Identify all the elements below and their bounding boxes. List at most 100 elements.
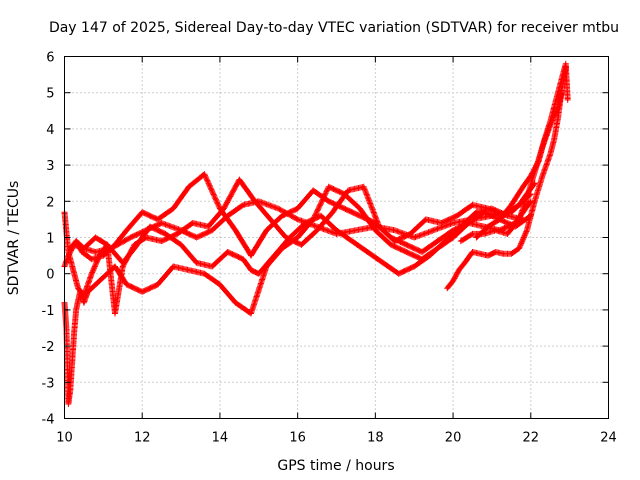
- data-point: [312, 218, 315, 221]
- data-point: [351, 240, 354, 243]
- data-point: [424, 218, 427, 221]
- data-point: [250, 254, 253, 257]
- data-point: [533, 171, 536, 174]
- data-point: [518, 203, 521, 206]
- data-point: [405, 243, 408, 246]
- data-point: [234, 301, 237, 304]
- data-point: [436, 247, 439, 250]
- data-point: [296, 207, 299, 210]
- data-point: [319, 214, 322, 217]
- data-point: [71, 359, 74, 362]
- data-point: [471, 250, 474, 253]
- data-point: [148, 225, 151, 228]
- data-point: [420, 258, 423, 261]
- data-point: [69, 388, 72, 391]
- data-point: [296, 236, 299, 239]
- data-point: [436, 240, 439, 243]
- data-point: [487, 254, 490, 257]
- data-point: [354, 229, 357, 232]
- data-point: [510, 203, 513, 206]
- data-point: [75, 240, 78, 243]
- data-point: [98, 254, 101, 257]
- data-point: [494, 250, 497, 253]
- data-point: [366, 250, 369, 253]
- data-point: [242, 258, 245, 261]
- data-point: [459, 240, 462, 243]
- data-point: [556, 106, 559, 109]
- data-point: [541, 146, 544, 148]
- data-point: [405, 250, 408, 253]
- data-point: [172, 207, 175, 210]
- data-point: [327, 200, 330, 203]
- data-point: [160, 240, 163, 243]
- data-point: [211, 229, 214, 232]
- y-tick-label: 4: [46, 123, 54, 138]
- data-point: [389, 243, 392, 246]
- data-point: [374, 229, 377, 232]
- series-trace-8: [457, 89, 565, 245]
- data-point: [566, 98, 569, 101]
- data-point: [331, 211, 334, 214]
- data-point: [475, 211, 478, 214]
- data-point: [222, 207, 225, 210]
- data-point: [483, 211, 486, 214]
- data-point: [463, 261, 466, 264]
- data-point: [71, 265, 74, 268]
- y-tick-label: 5: [46, 87, 54, 102]
- y-tick-label: 0: [46, 268, 54, 283]
- data-point: [125, 283, 128, 286]
- data-point: [560, 77, 563, 80]
- data-point: [553, 106, 556, 109]
- data-point: [257, 272, 260, 275]
- data-point: [238, 178, 241, 181]
- data-point: [281, 214, 284, 217]
- y-tick-label: 3: [46, 159, 54, 174]
- data-point: [327, 185, 330, 188]
- data-point: [452, 236, 455, 239]
- data-point: [397, 272, 400, 275]
- data-point: [195, 261, 198, 264]
- data-point: [529, 200, 532, 203]
- data-point: [382, 261, 385, 264]
- data-point: [393, 229, 396, 232]
- y-tick-label: 2: [46, 195, 54, 210]
- data-point: [393, 240, 396, 243]
- data-point: [269, 218, 272, 221]
- data-point: [506, 232, 509, 235]
- data-point: [564, 62, 567, 65]
- data-point: [114, 312, 117, 315]
- data-point: [125, 229, 128, 232]
- grid: [64, 56, 609, 419]
- data-point: [467, 222, 470, 225]
- data-point: [409, 232, 412, 235]
- data-point: [187, 185, 190, 188]
- data-point: [141, 211, 144, 214]
- data-point: [203, 272, 206, 275]
- y-tick-label: -3: [42, 376, 55, 391]
- data-point: [82, 301, 85, 304]
- data-point: [362, 185, 365, 188]
- data-point: [413, 236, 416, 239]
- series-trace-2: [67, 171, 534, 263]
- data-point: [457, 269, 460, 272]
- x-tick-label: 18: [367, 431, 384, 446]
- y-tick-label: 6: [46, 51, 54, 66]
- data-point: [510, 252, 513, 255]
- data-point: [187, 269, 190, 272]
- data-point: [304, 222, 307, 225]
- y-tick-label: -2: [42, 340, 55, 355]
- y-axis-label: SDTVAR / TECUs: [6, 181, 22, 296]
- data-point: [440, 222, 443, 225]
- data-point: [335, 232, 338, 235]
- y-tick-label: -1: [42, 304, 55, 319]
- data-point: [156, 218, 159, 221]
- data-point: [487, 207, 490, 210]
- series-trace-3: [73, 205, 526, 277]
- data-point: [102, 276, 105, 279]
- data-point: [479, 252, 482, 255]
- data-point: [80, 250, 83, 253]
- data-point: [281, 247, 284, 250]
- data-point: [556, 117, 559, 120]
